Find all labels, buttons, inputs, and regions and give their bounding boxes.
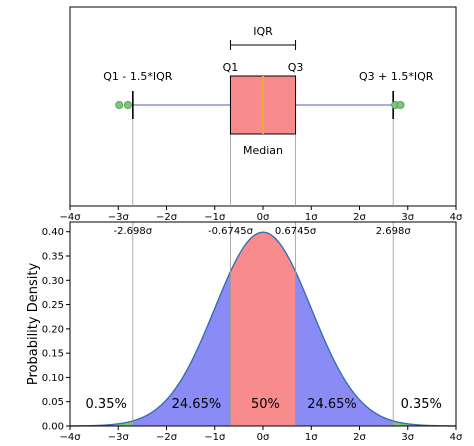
y-tick-label: 0.25 (42, 300, 64, 311)
q3-label: Q3 (288, 61, 304, 74)
density-region (230, 232, 296, 426)
region-percent-labels: 0.35% 24.65% 50% 24.65% 0.35% (86, 397, 442, 412)
y-tick-label: 0.40 (42, 227, 64, 238)
region-percent-label: 50% (251, 397, 280, 412)
boxplot-panel: IQR Q1 Q3 Median Q1 - 1.5*IQR Q3 + 1.5*I… (59, 6, 463, 223)
density-x-tick-label: 1σ (305, 432, 318, 443)
density-region (70, 420, 133, 426)
density-x-tick-label: −1σ (204, 432, 226, 443)
density-x-tick-label: 3σ (401, 432, 414, 443)
boundary-labels: -2.698σ -0.6745σ 0.6745σ 2.698σ (114, 226, 412, 237)
density-region (295, 271, 394, 426)
iqr-label: IQR (253, 25, 273, 38)
outlier-point (115, 101, 124, 110)
boxplot-x-tick-label: 3σ (401, 212, 414, 223)
boundary-label: -2.698σ (114, 226, 153, 237)
boxplot-x-tick-label: 1σ (305, 212, 318, 223)
y-tick-label: 0.10 (42, 373, 64, 384)
region-percent-label: 0.35% (86, 397, 127, 412)
boxplot-x-tick-label: 0σ (257, 212, 270, 223)
density-x-tick-label: −3σ (108, 432, 130, 443)
density-x-tick-label: −2σ (156, 432, 178, 443)
boxplot-x-tick-label: −1σ (204, 212, 226, 223)
y-tick-label: 0.05 (42, 397, 64, 408)
boxplot-x-tick-label: 4σ (450, 212, 463, 223)
density-x-ticks: −4σ −3σ −2σ −1σ 0σ 1σ 2σ 3σ 4σ (59, 426, 463, 443)
density-x-tick-label: 2σ (353, 432, 366, 443)
y-axis-ticks: 0.00 0.05 0.10 0.15 0.20 0.25 0.30 0.35 0.40 (42, 227, 70, 433)
iqr-bracket (229, 40, 297, 50)
outlier-point (396, 101, 405, 110)
boxplot-x-tick-label: −4σ (59, 212, 81, 223)
density-panel: -2.698σ -0.6745σ 0.6745σ 2.698σ 0.35% 24.65%… (26, 221, 463, 443)
boxplot-x-tick-label: 2σ (353, 212, 366, 223)
y-axis-label: Probability Density (26, 263, 41, 386)
y-tick-label: 0.15 (42, 349, 64, 360)
upper-fence-label: Q3 + 1.5*IQR (359, 70, 434, 83)
region-percent-label: 24.65% (307, 397, 357, 412)
region-percent-label: 24.65% (172, 397, 222, 412)
density-region (132, 271, 231, 426)
lower-fence-label: Q1 - 1.5*IQR (103, 70, 173, 83)
density-curve (70, 231, 456, 427)
outlier-points (115, 101, 405, 110)
boundary-label: 0.6745σ (275, 226, 317, 237)
boxplot-x-tick-label: −2σ (156, 212, 178, 223)
median-label: Median (243, 144, 283, 157)
y-tick-label: 0.35 (42, 252, 64, 263)
density-boundary-lines (132, 222, 394, 426)
density-x-tick-label: 4σ (450, 432, 463, 443)
y-tick-label: 0.00 (42, 422, 64, 433)
outlier-point (123, 101, 132, 110)
y-tick-label: 0.30 (42, 276, 64, 287)
density-x-tick-label: 0σ (257, 432, 270, 443)
y-tick-label: 0.20 (42, 324, 64, 335)
boxplot-x-tick-label: −3σ (108, 212, 130, 223)
density-region (393, 420, 456, 426)
q1-label: Q1 (223, 61, 239, 74)
boundary-label: 2.698σ (376, 226, 412, 237)
density-x-tick-label: −4σ (59, 432, 81, 443)
region-percent-label: 0.35% (401, 397, 442, 412)
boxplot-x-ticks: −4σ −3σ −2σ −1σ 0σ 1σ 2σ 3σ 4σ (59, 206, 463, 223)
boundary-label: -0.6745σ (208, 226, 254, 237)
density-regions (70, 232, 456, 426)
